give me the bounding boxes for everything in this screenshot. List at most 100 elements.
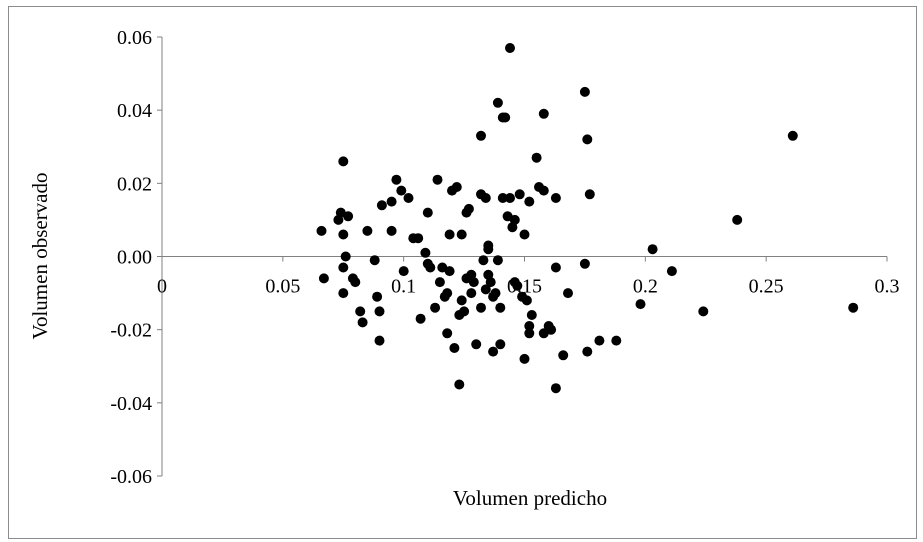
data-point [490, 288, 501, 299]
y-tick-label: -0.04 [110, 393, 152, 415]
data-point [468, 277, 479, 288]
data-point [449, 343, 460, 353]
y-tick-label: -0.06 [110, 466, 152, 488]
data-point [848, 302, 859, 313]
data-point [478, 255, 489, 266]
data-point [524, 328, 535, 339]
data-point [531, 152, 542, 163]
data-point [524, 196, 535, 207]
data-point [538, 108, 549, 119]
data-point [500, 112, 511, 123]
data-point [466, 288, 477, 299]
y-tick-label: 0.00 [117, 247, 152, 269]
data-point [456, 295, 467, 306]
data-point [338, 156, 349, 167]
data-point [425, 262, 436, 273]
data-point [434, 277, 445, 288]
data-point [451, 182, 462, 192]
y-tick-label: 0.06 [117, 27, 152, 49]
data-point [497, 193, 508, 203]
data-point [343, 211, 354, 222]
data-point [480, 193, 491, 203]
data-point [432, 174, 443, 185]
data-point [519, 353, 530, 364]
data-point [550, 193, 561, 203]
data-point [420, 247, 431, 258]
data-point [476, 302, 486, 313]
data-point [456, 229, 467, 240]
x-tick-label: 0 [157, 276, 167, 298]
data-point [338, 288, 349, 299]
data-point [391, 174, 402, 185]
data-point [369, 255, 380, 266]
data-point [483, 240, 494, 251]
y-tick-label: 0.04 [117, 100, 152, 122]
data-point [398, 266, 409, 277]
data-point [495, 302, 506, 313]
data-point [386, 196, 397, 207]
data-point [454, 379, 465, 390]
data-point [471, 339, 482, 350]
data-point [374, 306, 385, 317]
y-tick-label: 0.02 [117, 173, 152, 195]
data-point [459, 306, 470, 317]
data-point [444, 229, 455, 240]
data-point [318, 273, 329, 284]
data-point [546, 324, 557, 335]
data-point [584, 189, 595, 200]
data-point [505, 193, 515, 203]
data-point [698, 306, 709, 317]
data-point [430, 302, 441, 313]
data-point [362, 225, 373, 236]
data-point [488, 346, 499, 357]
data-point [415, 313, 426, 324]
data-point [550, 383, 561, 394]
data-point [666, 266, 677, 277]
chart-frame [8, 6, 917, 539]
data-point [558, 350, 569, 361]
data-point [579, 258, 590, 269]
data-point [563, 288, 573, 299]
data-point [396, 185, 407, 196]
data-point [505, 43, 515, 53]
x-tick-label: 0.3 [875, 276, 900, 298]
x-tick-label: 0.25 [749, 276, 784, 298]
y-axis-ticks: 0.06 0.04 0.02 0.00 -0.02 -0.04 -0.06 [110, 27, 162, 488]
data-points [316, 43, 859, 394]
data-point [579, 86, 590, 97]
data-point [413, 233, 424, 244]
data-point [732, 214, 743, 225]
data-point [524, 321, 535, 331]
data-point [594, 335, 605, 346]
data-point [509, 214, 520, 225]
data-point [338, 262, 349, 273]
data-point [476, 130, 486, 141]
data-point [512, 280, 523, 291]
data-point [582, 346, 593, 357]
data-point [422, 207, 433, 218]
data-point [316, 225, 327, 236]
data-point [444, 266, 455, 277]
data-point [550, 262, 561, 273]
data-point [492, 255, 503, 266]
data-point [611, 335, 622, 346]
data-point [787, 130, 798, 141]
data-point [480, 284, 491, 295]
y-axis-title: Volumen observado [28, 172, 52, 339]
data-point [463, 203, 474, 214]
data-point [372, 291, 383, 302]
data-point [514, 189, 525, 200]
data-point [355, 306, 366, 317]
data-point [519, 229, 530, 240]
x-tick-label: 0.2 [633, 276, 658, 298]
data-point [374, 335, 385, 346]
data-point [442, 288, 453, 299]
data-point [376, 200, 387, 211]
x-axis-ticks: 0 0.05 0.1 0.15 0.2 0.25 0.3 [157, 256, 900, 298]
data-point [635, 299, 646, 310]
data-point [582, 134, 593, 145]
data-point [538, 185, 549, 196]
data-point [357, 317, 368, 328]
data-point [338, 229, 349, 240]
